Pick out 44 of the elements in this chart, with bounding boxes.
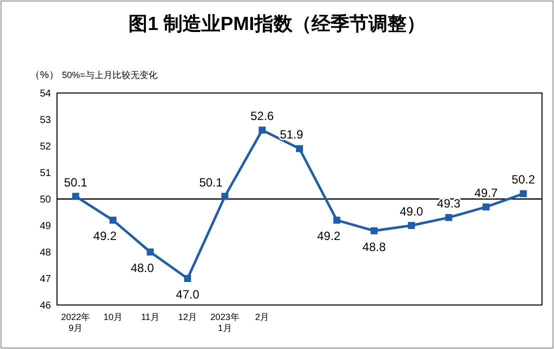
y-tick-label: 51 <box>40 168 52 179</box>
point <box>258 126 266 134</box>
point <box>482 203 490 210</box>
point <box>72 192 80 200</box>
point <box>221 192 228 200</box>
x-tick-label: 2月 <box>255 312 270 322</box>
x-tick-label: 11月 <box>141 312 160 322</box>
point <box>370 227 378 234</box>
point <box>109 216 116 224</box>
y-tick-label: 47 <box>40 274 52 285</box>
y-tick-label: 52 <box>40 142 52 152</box>
data-label: 51.9 <box>280 128 304 142</box>
data-label: 50.1 <box>199 175 223 190</box>
y-tick-label: 46 <box>40 300 52 312</box>
point <box>520 190 527 198</box>
x-tick-label: 10月 <box>103 312 122 322</box>
data-label: 50.2 <box>512 172 536 187</box>
x-tick-label: 2022年 9月 <box>61 312 90 333</box>
data-label: 52.6 <box>250 109 274 124</box>
text: 50%=与上月比较无变化 <box>62 70 158 80</box>
y-axis-title: （%） <box>30 70 59 81</box>
point <box>296 145 303 152</box>
x-tick-label: 2023年 1月 <box>210 312 240 333</box>
data-label: 47.0 <box>176 288 200 302</box>
point <box>333 216 340 224</box>
data-label: 48.8 <box>362 240 386 254</box>
y-tick-label: 48 <box>40 248 52 258</box>
y-tick-label: 54 <box>40 88 52 100</box>
y-tick-label: 49 <box>40 221 52 232</box>
data-label: 50.1 <box>64 175 88 190</box>
data-label: 49.2 <box>93 229 117 244</box>
point <box>445 214 452 222</box>
y-tick-label: 53 <box>40 115 52 126</box>
data-label: 48.0 <box>130 261 154 275</box>
point <box>408 222 415 229</box>
point <box>184 275 192 282</box>
data-label: 49.2 <box>317 229 341 244</box>
data-label: 49.3 <box>437 196 461 211</box>
data-label: 49.7 <box>474 186 498 200</box>
y-tick-label: 50 <box>40 194 52 206</box>
data-label: 49.0 <box>400 204 424 218</box>
x-tick-label: 12月 <box>178 312 198 322</box>
point <box>146 248 154 256</box>
chart-title: 图1 制造业PMI指数（经季节调整） <box>128 13 426 35</box>
